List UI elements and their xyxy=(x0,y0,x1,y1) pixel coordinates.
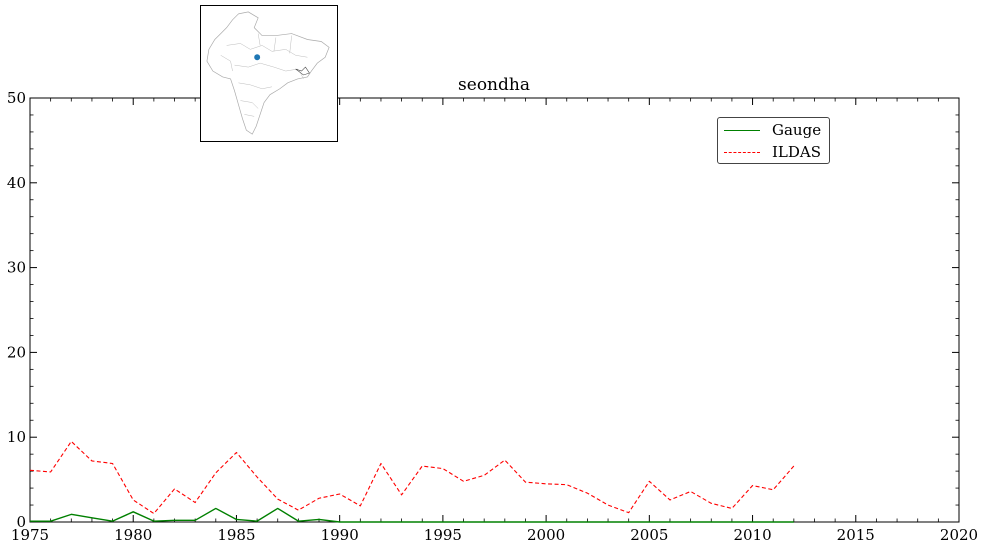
legend-label-ildas: ILDAS xyxy=(772,143,822,161)
y-tick-label: 40 xyxy=(7,174,26,192)
x-tick-label: 2015 xyxy=(837,526,875,544)
chart-title: seondha xyxy=(458,75,530,95)
legend-item-ildas: ILDAS xyxy=(724,142,821,162)
x-tick-label: 2000 xyxy=(527,526,565,544)
map-internal-borders xyxy=(220,33,308,117)
x-tick-label: 2020 xyxy=(940,526,978,544)
legend: Gauge ILDAS xyxy=(717,117,830,164)
legend-item-gauge: Gauge xyxy=(724,120,821,140)
map-coast-detail xyxy=(295,66,310,76)
x-tick-label: 1975 xyxy=(11,526,49,544)
x-tick-label: 1995 xyxy=(424,526,462,544)
x-tick-label: 1985 xyxy=(217,526,255,544)
map-outline xyxy=(206,11,330,135)
x-tick-label: 2010 xyxy=(733,526,771,544)
y-tick-label: 20 xyxy=(7,343,26,361)
y-tick-label: 30 xyxy=(7,259,26,277)
x-tick-label: 1990 xyxy=(321,526,359,544)
legend-swatch-gauge xyxy=(724,129,760,131)
y-tick-label: 50 xyxy=(7,89,26,107)
legend-label-gauge: Gauge xyxy=(772,121,822,139)
x-tick-label: 2005 xyxy=(630,526,668,544)
y-tick-label: 10 xyxy=(7,428,26,446)
location-marker-icon xyxy=(254,54,261,61)
series-layer xyxy=(29,440,795,523)
ticks-layer: 1975 1980 1985 1990 1995 2000 2005 2010 2015 2020… xyxy=(7,89,978,544)
y-tick-label: 0 xyxy=(16,513,26,531)
india-map-icon xyxy=(206,11,330,135)
legend-swatch-ildas xyxy=(724,151,760,153)
series-line-gauge xyxy=(30,507,794,523)
map-inset xyxy=(200,5,338,142)
x-tick-label: 1980 xyxy=(114,526,152,544)
series-line-ildas xyxy=(29,440,795,515)
